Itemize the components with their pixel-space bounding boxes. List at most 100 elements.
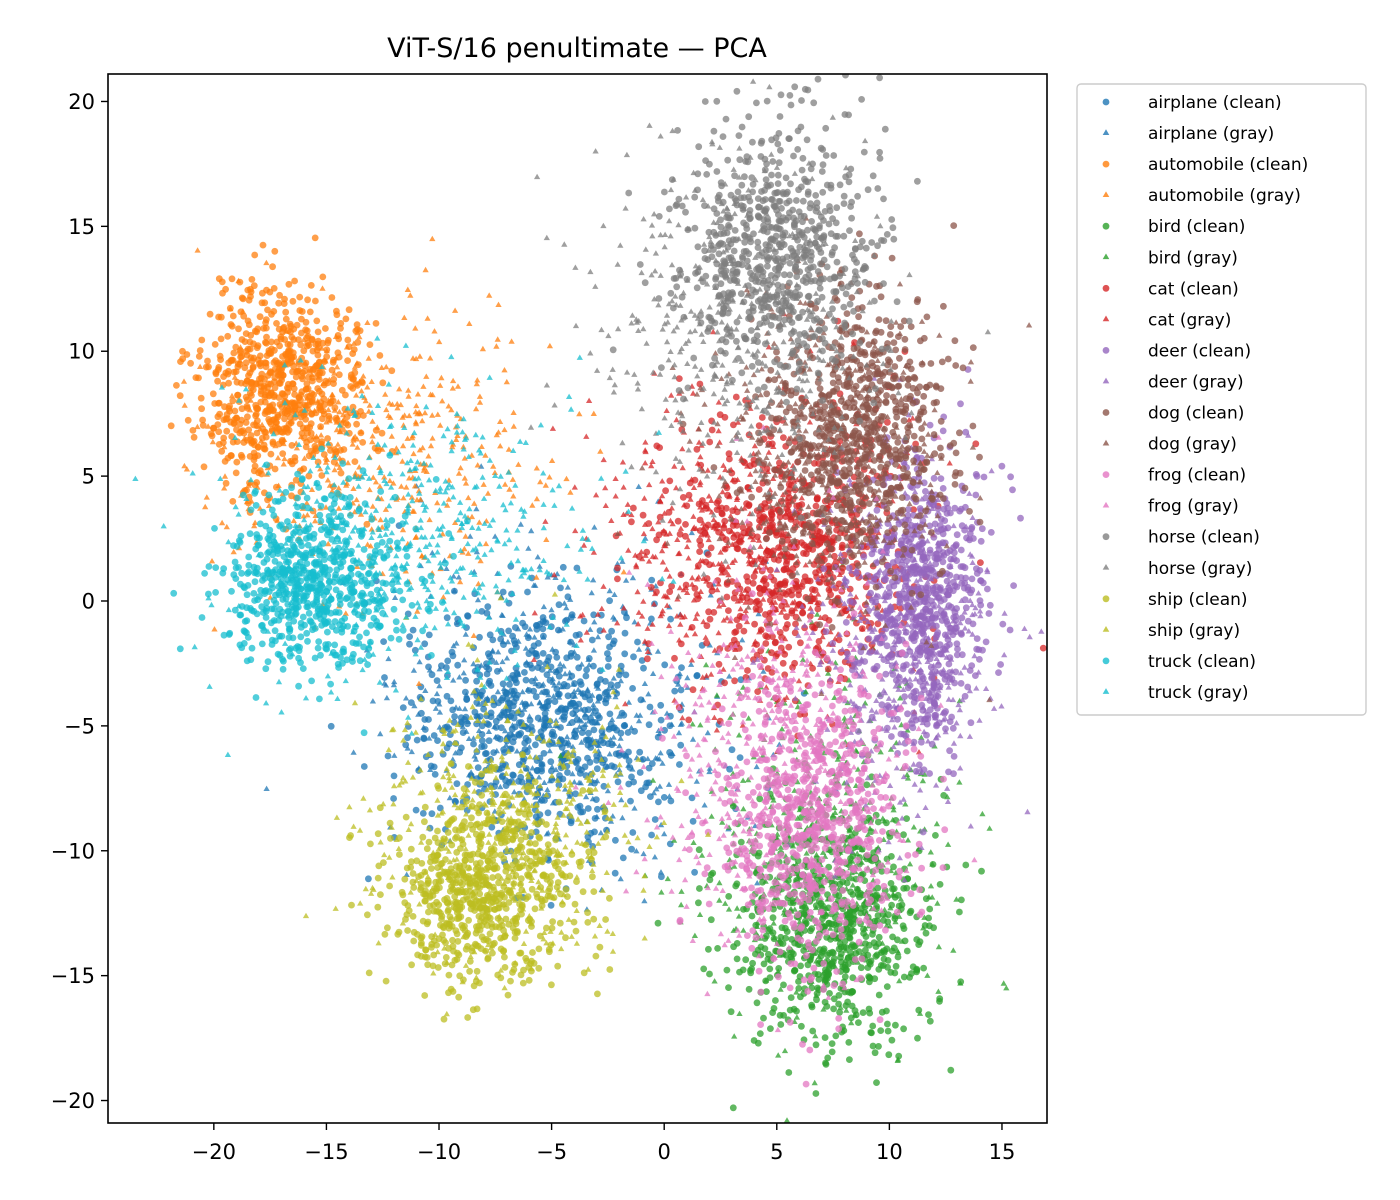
data-point (216, 410, 224, 418)
data-point (577, 637, 584, 643)
data-point (936, 995, 944, 1003)
data-point (654, 648, 662, 654)
data-point (725, 984, 732, 991)
data-point (226, 402, 234, 410)
data-point (267, 450, 275, 458)
data-point (731, 629, 739, 636)
data-point (736, 1010, 743, 1016)
data-point (296, 293, 304, 301)
data-point (430, 763, 438, 771)
data-point (398, 483, 405, 489)
data-point (705, 945, 712, 953)
data-point (555, 781, 563, 789)
data-point (622, 671, 630, 679)
data-point (735, 732, 743, 738)
data-point (569, 734, 577, 740)
data-point (556, 772, 563, 779)
data-point (415, 680, 423, 686)
data-point (539, 625, 547, 633)
data-point (494, 688, 502, 695)
data-point (903, 815, 910, 822)
data-point (950, 753, 958, 760)
data-point (476, 633, 483, 641)
data-point (629, 574, 637, 581)
data-point (453, 780, 461, 788)
data-point (636, 769, 644, 776)
data-point (274, 371, 282, 379)
data-point (648, 615, 655, 623)
data-point (419, 417, 426, 424)
data-point (510, 493, 517, 499)
data-point (404, 734, 411, 742)
data-point (606, 751, 613, 757)
data-point (704, 551, 712, 558)
data-point (499, 588, 507, 596)
data-point (806, 419, 814, 425)
data-point (281, 295, 288, 303)
data-point (798, 1022, 805, 1030)
data-point (650, 789, 658, 796)
data-point (695, 899, 702, 907)
data-point (328, 294, 336, 301)
data-point (559, 563, 567, 571)
data-point (248, 276, 256, 283)
data-point (359, 439, 367, 446)
data-point (571, 484, 578, 490)
data-point (401, 314, 408, 320)
data-point (500, 685, 508, 691)
data-point (344, 357, 351, 364)
data-point (679, 464, 686, 471)
data-point (255, 469, 262, 477)
data-point (567, 819, 575, 827)
data-point (590, 577, 597, 583)
data-point (530, 582, 538, 588)
data-point (756, 517, 763, 524)
data-point (657, 750, 664, 756)
data-point (259, 289, 266, 297)
data-point (231, 407, 239, 415)
data-point (528, 527, 535, 534)
data-point (256, 375, 263, 383)
data-point (492, 734, 499, 740)
data-point (537, 728, 545, 736)
data-point (675, 729, 683, 736)
data-point (230, 548, 237, 555)
data-point (253, 344, 261, 352)
data-point (454, 661, 462, 669)
data-point (542, 482, 549, 488)
data-point (212, 370, 220, 378)
data-point (506, 486, 513, 492)
data-point (580, 542, 588, 548)
data-point (733, 616, 741, 624)
data-point (573, 759, 580, 767)
data-point (479, 345, 487, 352)
data-point (456, 748, 464, 756)
data-point (229, 312, 237, 320)
data-point (590, 726, 598, 734)
data-point (638, 657, 646, 664)
data-point (617, 677, 625, 684)
data-point (884, 1027, 892, 1035)
data-point (598, 605, 605, 611)
data-point (936, 881, 944, 888)
data-point (742, 956, 750, 964)
data-point (926, 546, 934, 554)
data-point (238, 294, 246, 302)
data-point (288, 492, 295, 500)
data-point (925, 1011, 932, 1018)
data-point (340, 446, 348, 453)
data-point (658, 889, 665, 895)
data-point (868, 1029, 875, 1037)
data-point (560, 663, 567, 669)
data-point (421, 640, 429, 648)
data-point (218, 519, 226, 526)
data-point (643, 548, 651, 556)
data-point (986, 825, 993, 831)
data-point (792, 620, 799, 628)
data-point (515, 638, 522, 644)
data-point (766, 974, 774, 981)
data-point (167, 422, 175, 430)
data-point (293, 321, 301, 329)
data-point (706, 438, 714, 446)
data-point (661, 726, 668, 734)
